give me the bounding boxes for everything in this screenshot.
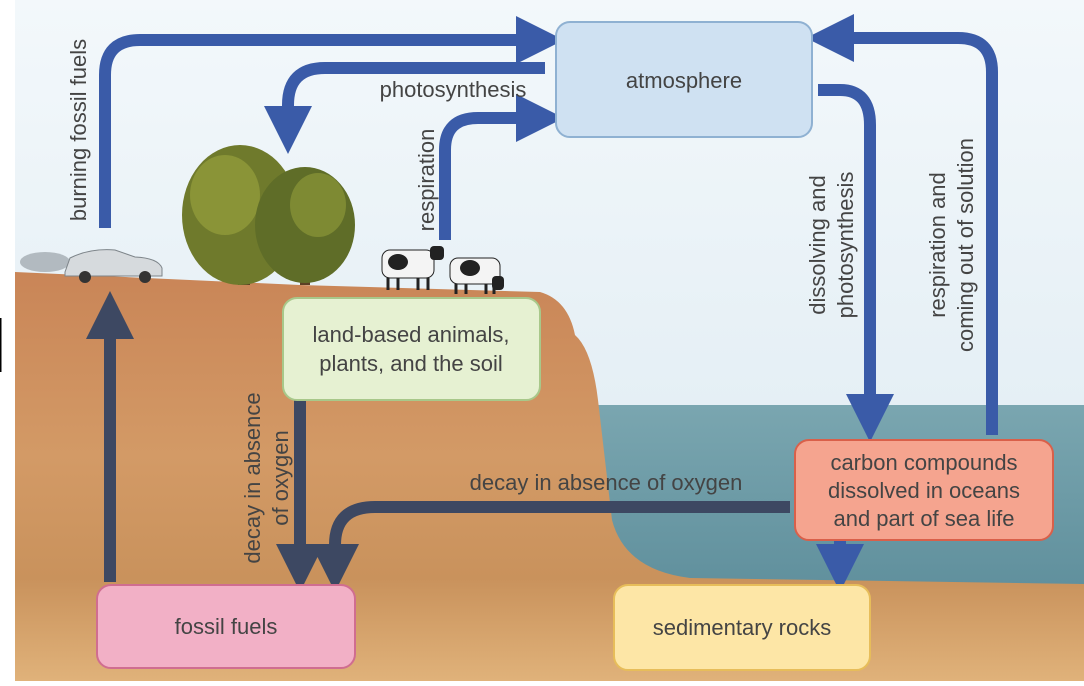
- node: atmosphere: [556, 22, 812, 137]
- node-label: atmosphere: [626, 68, 742, 93]
- node: sedimentary rocks: [614, 585, 870, 670]
- edge-label: photosynthesis: [380, 77, 527, 102]
- edge-label: decay in absence: [240, 392, 265, 563]
- edge-label: decay in absence of oxygen: [470, 470, 743, 495]
- edge-label: burning fossil fuels: [66, 39, 91, 221]
- edge-label: coming out of solution: [953, 138, 978, 352]
- node: fossil fuels: [97, 585, 355, 668]
- node-label: plants, and the soil: [319, 351, 502, 376]
- node: land-based animals, plants, and the soil: [283, 298, 540, 400]
- node-label: carbon compounds: [830, 450, 1017, 475]
- page: {"nodes": [ {"lines": ["atmosphere"]}, {…: [0, 0, 1084, 681]
- node-label: sedimentary rocks: [653, 615, 832, 640]
- node: carbon compounds dissolved in oceans and…: [795, 440, 1053, 540]
- edge-label: of oxygen: [268, 430, 293, 525]
- edge-label: dissolving and: [805, 175, 830, 314]
- edge-label: respiration and: [925, 172, 950, 318]
- node-label: and part of sea life: [833, 506, 1014, 531]
- node-label: land-based animals,: [313, 322, 510, 347]
- node-label: dissolved in oceans: [828, 478, 1020, 503]
- node-label: fossil fuels: [175, 614, 278, 639]
- diagram: atmosphere land-based animals, plants, a…: [0, 0, 1084, 681]
- edge-label: respiration: [414, 129, 439, 232]
- edge-label: photosynthesis: [833, 172, 858, 319]
